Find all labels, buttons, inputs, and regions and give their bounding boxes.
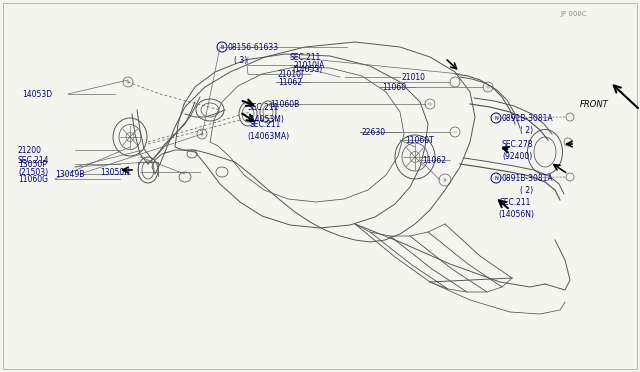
Text: 13050P: 13050P [18, 160, 47, 169]
Text: 11060G: 11060G [18, 174, 48, 183]
Text: JP 000C: JP 000C [560, 11, 587, 17]
Text: (21503): (21503) [18, 167, 48, 176]
Text: 11060B: 11060B [270, 99, 300, 109]
Text: 21010J: 21010J [278, 70, 304, 78]
Text: (14063MA): (14063MA) [247, 131, 289, 141]
Text: 11062: 11062 [278, 77, 302, 87]
Text: (14053M): (14053M) [247, 115, 284, 124]
Text: N: N [494, 176, 498, 180]
Text: (92400): (92400) [502, 151, 532, 160]
Text: 14053D: 14053D [22, 90, 52, 99]
Text: (14056N): (14056N) [498, 209, 534, 218]
Text: ( 3): ( 3) [234, 55, 247, 64]
Text: ( 2): ( 2) [520, 186, 533, 195]
Text: 0891B-3081A: 0891B-3081A [502, 113, 554, 122]
Text: 21200: 21200 [18, 145, 42, 154]
Text: SEC.211: SEC.211 [250, 119, 282, 128]
Text: ( 2): ( 2) [520, 125, 533, 135]
Text: SEC.211: SEC.211 [248, 103, 280, 112]
Text: 08156-61633: 08156-61633 [228, 42, 279, 51]
Text: 11062: 11062 [422, 155, 446, 164]
Text: 13049B: 13049B [55, 170, 84, 179]
Text: SEC.211: SEC.211 [290, 52, 321, 61]
Text: N: N [494, 115, 498, 121]
Text: SEC.214: SEC.214 [18, 155, 49, 164]
Text: FRONT: FRONT [580, 99, 609, 109]
Text: SEC.278: SEC.278 [502, 140, 534, 148]
Text: B: B [220, 45, 224, 49]
Text: 13050N: 13050N [100, 167, 130, 176]
Text: (14055): (14055) [292, 64, 323, 74]
Text: SEC.211: SEC.211 [500, 198, 531, 206]
Text: 0891B-3081A: 0891B-3081A [502, 173, 554, 183]
Text: 11060: 11060 [382, 83, 406, 92]
Text: 21010JA: 21010JA [293, 61, 324, 70]
Text: 11060T: 11060T [405, 135, 434, 144]
Text: 21010: 21010 [402, 73, 426, 81]
Text: 22630: 22630 [362, 128, 386, 137]
